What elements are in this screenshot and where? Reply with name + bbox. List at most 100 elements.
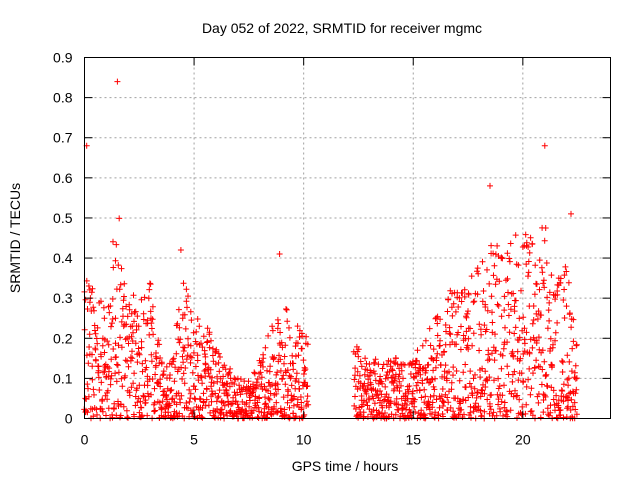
- data-point: [213, 398, 220, 405]
- data-point: [157, 355, 164, 361]
- data-point: [140, 316, 147, 323]
- data-point: [84, 409, 91, 416]
- x-tick-label: 20: [515, 432, 531, 448]
- y-tick-label: 0.4: [53, 250, 73, 266]
- data-point: [116, 286, 123, 293]
- data-point: [259, 359, 266, 365]
- data-point: [184, 352, 191, 359]
- data-point: [93, 406, 100, 413]
- data-point: [561, 286, 568, 293]
- data-point: [85, 385, 91, 392]
- data-point: [170, 355, 177, 362]
- data-point: [183, 298, 190, 305]
- data-point: [557, 275, 564, 282]
- data-point: [527, 391, 534, 398]
- data-point: [521, 336, 528, 343]
- data-point: [517, 355, 524, 362]
- data-point: [208, 337, 214, 344]
- data-point: [153, 362, 159, 369]
- data-point: [536, 257, 543, 264]
- data-point: [411, 398, 418, 405]
- data-point: [409, 388, 416, 395]
- data-point: [468, 384, 475, 390]
- data-point: [526, 249, 533, 256]
- data-point: [138, 296, 145, 303]
- data-point: [530, 370, 536, 377]
- data-point: [501, 293, 508, 300]
- data-point: [538, 264, 545, 271]
- data-point: [504, 363, 511, 370]
- data-point: [235, 404, 242, 411]
- data-point: [523, 329, 530, 336]
- data-point: [442, 362, 449, 369]
- data-point: [488, 242, 495, 249]
- data-point: [474, 389, 481, 396]
- data-point: [303, 333, 310, 340]
- data-point: [422, 337, 429, 344]
- data-point: [212, 361, 219, 368]
- data-point: [180, 280, 187, 287]
- data-point: [566, 310, 573, 317]
- data-point: [504, 250, 511, 257]
- data-point: [505, 312, 512, 319]
- data-point: [455, 329, 462, 336]
- data-point: [194, 357, 201, 364]
- data-point: [442, 322, 449, 328]
- data-point: [491, 377, 497, 384]
- data-point: [277, 329, 284, 336]
- data-point: [437, 316, 444, 323]
- data-point: [470, 299, 477, 306]
- data-point: [375, 361, 382, 368]
- data-point: [302, 366, 309, 373]
- data-point: [395, 407, 402, 413]
- data-point: [264, 367, 270, 374]
- data-point: [404, 395, 411, 402]
- data-point: [457, 400, 464, 407]
- data-point: [95, 367, 102, 374]
- data-point: [135, 350, 142, 357]
- data-point: [495, 302, 502, 309]
- data-point: [474, 265, 481, 272]
- data-point: [448, 386, 455, 393]
- data-point: [185, 293, 191, 300]
- data-point: [143, 364, 150, 371]
- data-point: [423, 367, 430, 374]
- data-point: [550, 387, 557, 394]
- data-point: [171, 378, 178, 385]
- data-point: [191, 383, 198, 390]
- data-point: [225, 370, 232, 377]
- data-point: [505, 289, 511, 296]
- data-point: [370, 368, 377, 375]
- data-point: [544, 405, 551, 412]
- data-point: [274, 381, 281, 388]
- data-point: [371, 400, 378, 407]
- data-point: [285, 388, 292, 395]
- data-point: [113, 361, 120, 368]
- data-point: [85, 360, 92, 367]
- data-point: [278, 408, 285, 415]
- data-point: [425, 361, 432, 368]
- data-point: [92, 330, 99, 337]
- data-point: [103, 412, 109, 419]
- data-point: [158, 359, 165, 366]
- data-point: [461, 293, 468, 300]
- y-tick-label: 0.6: [53, 170, 73, 186]
- data-point: [491, 262, 498, 269]
- data-point: [182, 325, 189, 332]
- data-point: [480, 288, 487, 294]
- data-point: [489, 309, 495, 316]
- data-point: [444, 308, 451, 315]
- data-point: [202, 361, 209, 368]
- data-point: [561, 272, 568, 279]
- data-point: [396, 388, 403, 394]
- data-point: [273, 371, 280, 378]
- data-point: [413, 357, 420, 364]
- data-point: [199, 380, 206, 387]
- data-point: [408, 361, 415, 368]
- data-point: [286, 414, 293, 421]
- data-point: [569, 345, 576, 352]
- data-point: [492, 281, 499, 288]
- data-point: [416, 361, 423, 368]
- data-point: [463, 328, 470, 335]
- data-point: [488, 391, 495, 398]
